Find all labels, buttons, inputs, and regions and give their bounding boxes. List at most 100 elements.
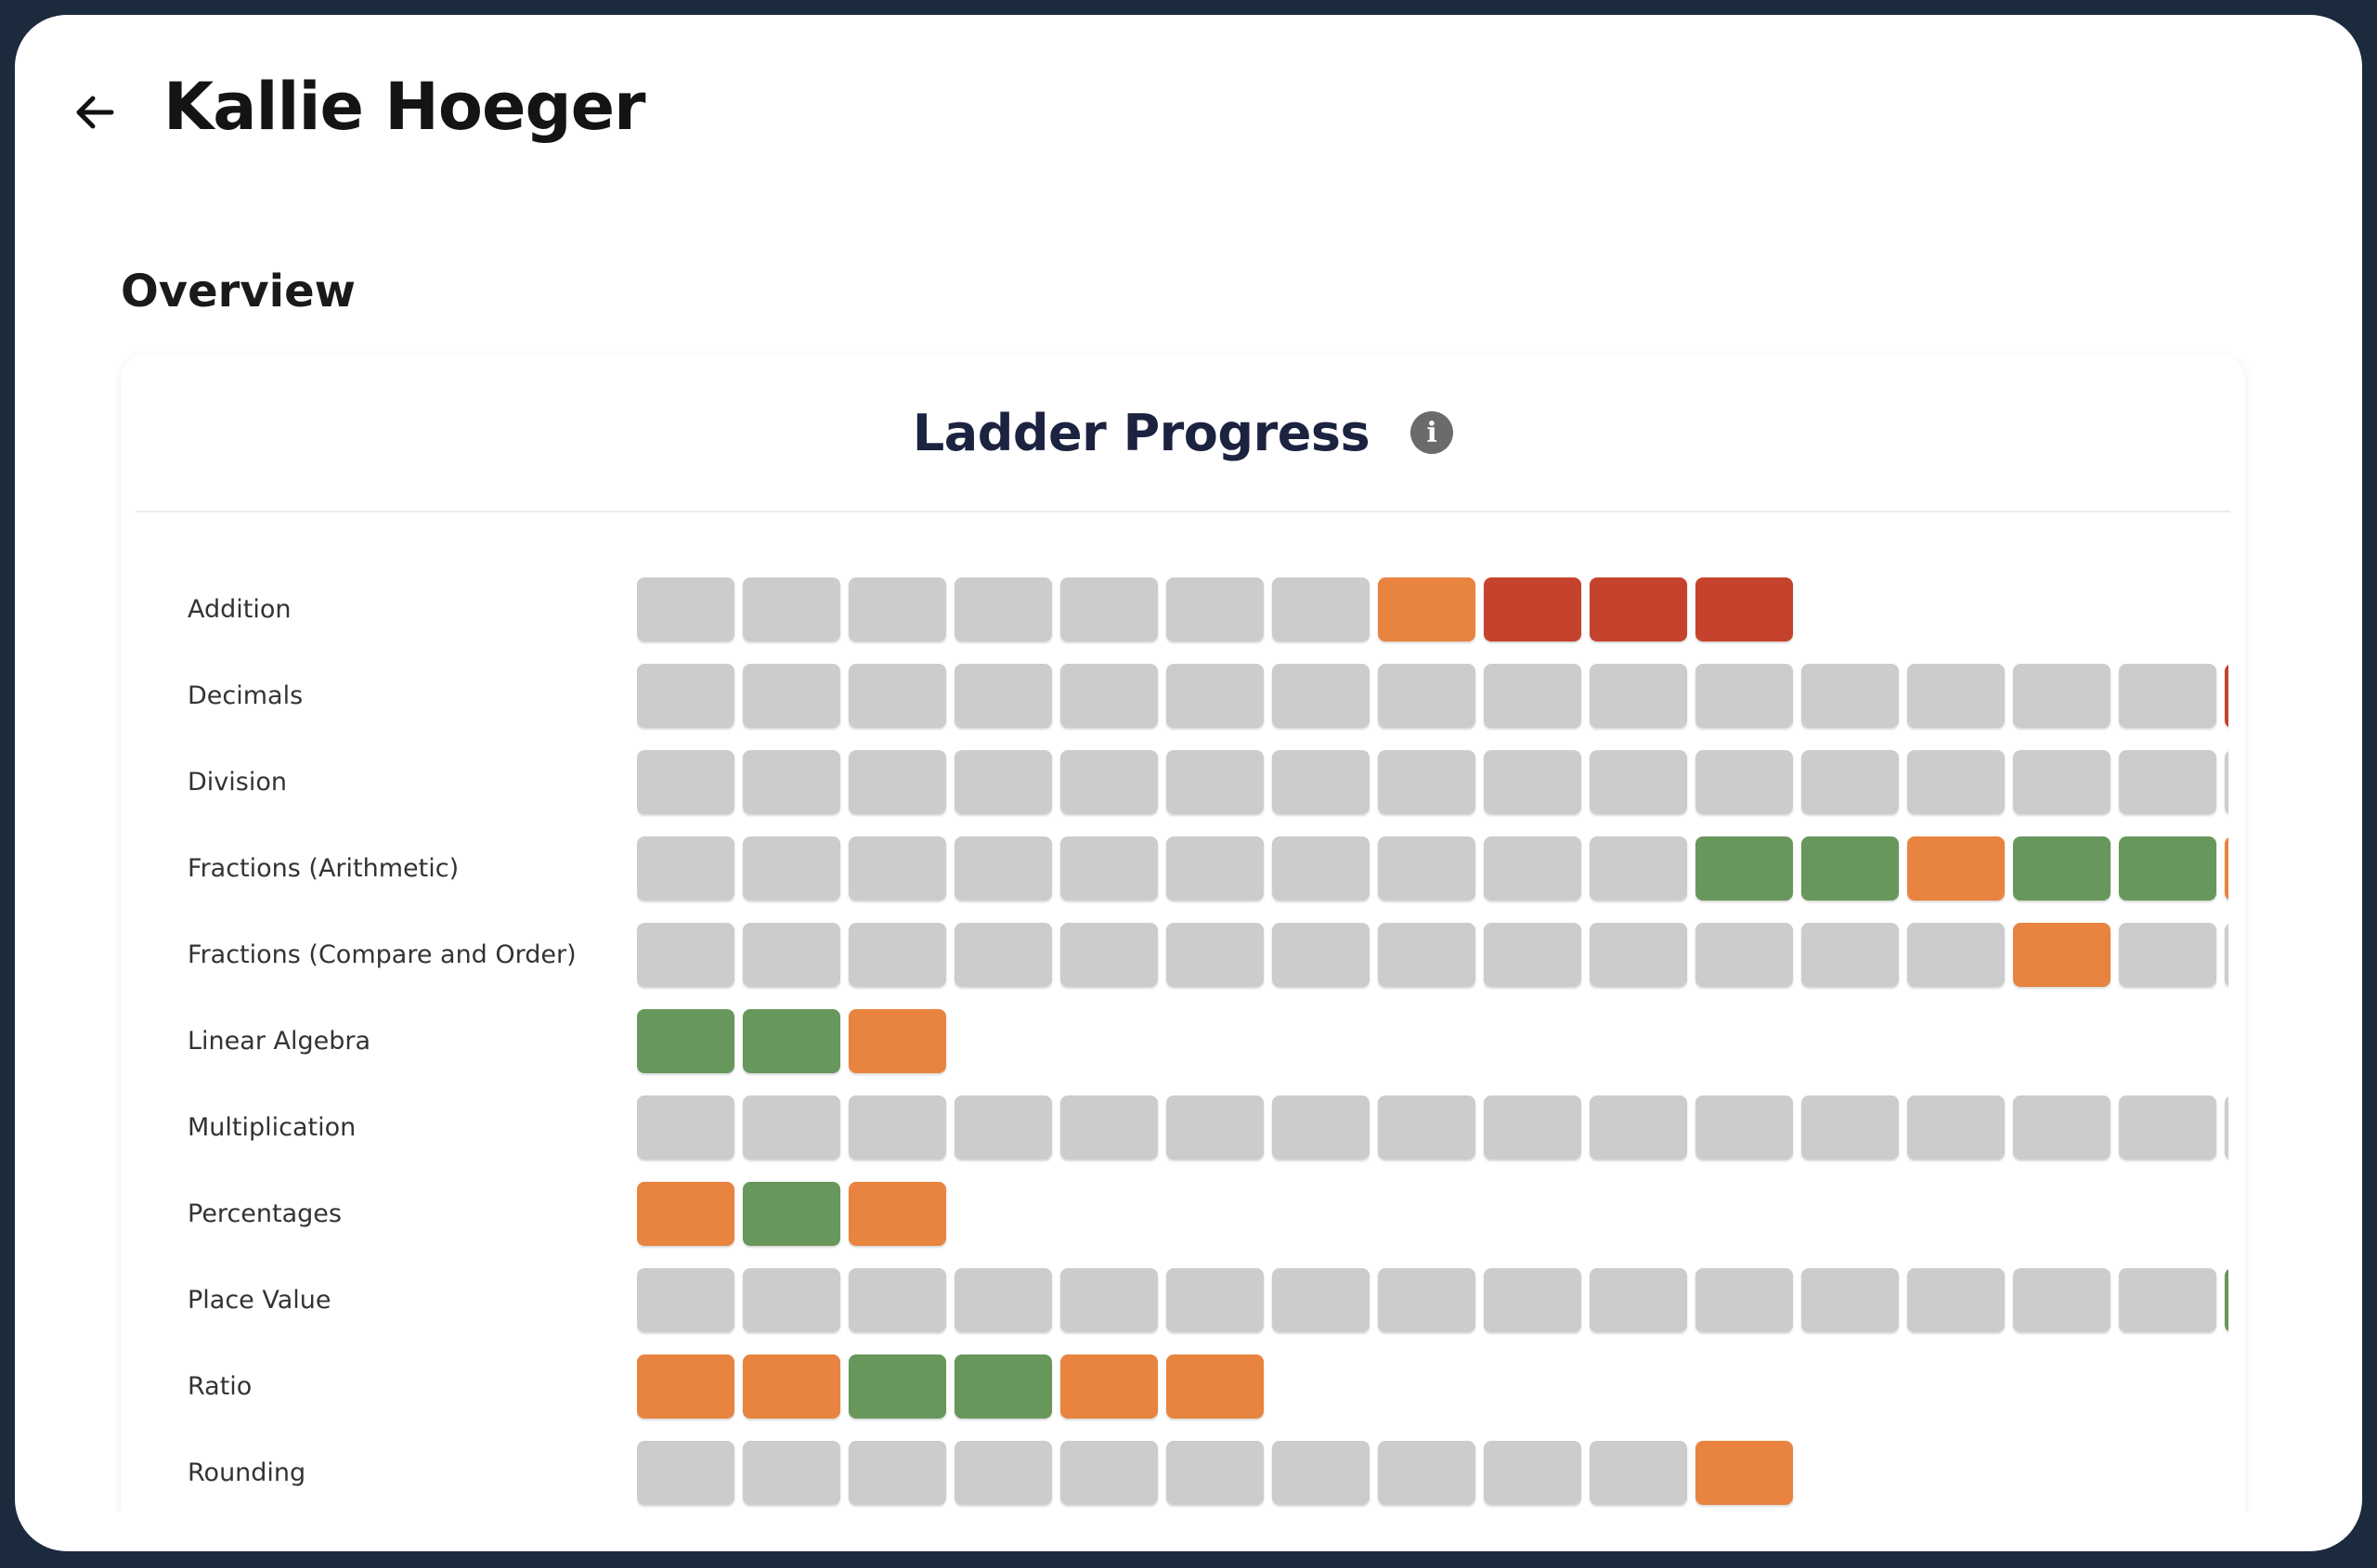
ladder-step-not-attempted[interactable] bbox=[1272, 1441, 1370, 1505]
ladder-step-not-attempted[interactable] bbox=[1272, 836, 1370, 901]
ladder-step-not-attempted[interactable] bbox=[1484, 664, 1581, 728]
ladder-step-not-attempted[interactable] bbox=[1272, 1095, 1370, 1160]
ladder-step-not-attempted[interactable] bbox=[1484, 1441, 1581, 1505]
ladder-step-not-attempted[interactable] bbox=[1272, 1268, 1370, 1332]
ladder-step-not-attempted[interactable] bbox=[955, 923, 1052, 987]
ladder-step-not-attempted[interactable] bbox=[743, 1268, 840, 1332]
ladder-step-struggling[interactable] bbox=[2225, 664, 2228, 728]
ladder-step-not-attempted[interactable] bbox=[2013, 1095, 2111, 1160]
ladder-step-not-attempted[interactable] bbox=[2225, 1095, 2228, 1160]
ladder-step-not-attempted[interactable] bbox=[1166, 664, 1264, 728]
ladder-step-not-attempted[interactable] bbox=[743, 750, 840, 814]
ladder-step-not-attempted[interactable] bbox=[743, 1095, 840, 1160]
ladder-step-not-attempted[interactable] bbox=[1695, 1268, 1793, 1332]
ladder-step-not-attempted[interactable] bbox=[743, 836, 840, 901]
ladder-step-struggling[interactable] bbox=[1590, 577, 1687, 641]
ladder-step-not-attempted[interactable] bbox=[1060, 577, 1158, 641]
info-icon[interactable]: i bbox=[1410, 411, 1454, 454]
ladder-step-not-attempted[interactable] bbox=[1166, 1268, 1264, 1332]
ladder-step-not-attempted[interactable] bbox=[1590, 1441, 1687, 1505]
ladder-step-not-attempted[interactable] bbox=[1907, 1268, 2005, 1332]
ladder-step-not-attempted[interactable] bbox=[1378, 750, 1475, 814]
ladder-step-not-attempted[interactable] bbox=[955, 1441, 1052, 1505]
ladder-step-mastered[interactable] bbox=[955, 1354, 1052, 1419]
ladder-step-mastered[interactable] bbox=[637, 1009, 734, 1073]
ladder-step-not-attempted[interactable] bbox=[1378, 1095, 1475, 1160]
ladder-step-not-attempted[interactable] bbox=[1272, 923, 1370, 987]
ladder-step-not-attempted[interactable] bbox=[2119, 1268, 2216, 1332]
ladder-step-not-attempted[interactable] bbox=[1590, 923, 1687, 987]
ladder-step-in-progress[interactable] bbox=[1060, 1354, 1158, 1419]
ladder-step-struggling[interactable] bbox=[1695, 577, 1793, 641]
ladder-step-not-attempted[interactable] bbox=[743, 923, 840, 987]
ladder-step-not-attempted[interactable] bbox=[1378, 836, 1475, 901]
ladder-step-not-attempted[interactable] bbox=[2013, 1268, 2111, 1332]
ladder-step-not-attempted[interactable] bbox=[1272, 664, 1370, 728]
ladder-step-not-attempted[interactable] bbox=[955, 577, 1052, 641]
ladder-step-in-progress[interactable] bbox=[1378, 577, 1475, 641]
ladder-step-mastered[interactable] bbox=[1801, 836, 1899, 901]
ladder-step-mastered[interactable] bbox=[2225, 1268, 2228, 1332]
ladder-step-not-attempted[interactable] bbox=[2225, 750, 2228, 814]
ladder-step-not-attempted[interactable] bbox=[2013, 750, 2111, 814]
ladder-step-not-attempted[interactable] bbox=[637, 923, 734, 987]
ladder-step-not-attempted[interactable] bbox=[1484, 836, 1581, 901]
ladder-step-mastered[interactable] bbox=[743, 1182, 840, 1246]
ladder-step-not-attempted[interactable] bbox=[955, 836, 1052, 901]
ladder-step-in-progress[interactable] bbox=[849, 1182, 946, 1246]
ladder-step-mastered[interactable] bbox=[2119, 836, 2216, 901]
ladder-step-not-attempted[interactable] bbox=[1907, 664, 2005, 728]
ladder-step-not-attempted[interactable] bbox=[1484, 1268, 1581, 1332]
ladder-step-in-progress[interactable] bbox=[1695, 1441, 1793, 1505]
ladder-step-not-attempted[interactable] bbox=[1378, 1441, 1475, 1505]
ladder-step-in-progress[interactable] bbox=[1907, 836, 2005, 901]
ladder-step-not-attempted[interactable] bbox=[849, 1268, 946, 1332]
ladder-step-in-progress[interactable] bbox=[849, 1009, 946, 1073]
ladder-step-not-attempted[interactable] bbox=[1060, 664, 1158, 728]
ladder-step-not-attempted[interactable] bbox=[743, 1441, 840, 1505]
ladder-step-not-attempted[interactable] bbox=[1060, 923, 1158, 987]
ladder-step-not-attempted[interactable] bbox=[1695, 1095, 1793, 1160]
ladder-step-not-attempted[interactable] bbox=[1907, 1095, 2005, 1160]
ladder-step-not-attempted[interactable] bbox=[849, 836, 946, 901]
ladder-step-not-attempted[interactable] bbox=[1166, 923, 1264, 987]
ladder-step-in-progress[interactable] bbox=[637, 1354, 734, 1419]
ladder-step-not-attempted[interactable] bbox=[637, 1095, 734, 1160]
ladder-step-mastered[interactable] bbox=[2013, 836, 2111, 901]
ladder-step-not-attempted[interactable] bbox=[637, 577, 734, 641]
ladder-step-not-attempted[interactable] bbox=[1060, 1441, 1158, 1505]
ladder-step-struggling[interactable] bbox=[1484, 577, 1581, 641]
ladder-step-not-attempted[interactable] bbox=[1166, 1095, 1264, 1160]
ladder-step-not-attempted[interactable] bbox=[1590, 1268, 1687, 1332]
ladder-step-not-attempted[interactable] bbox=[637, 750, 734, 814]
ladder-step-not-attempted[interactable] bbox=[1378, 664, 1475, 728]
ladder-step-not-attempted[interactable] bbox=[1166, 750, 1264, 814]
ladder-step-in-progress[interactable] bbox=[2225, 836, 2228, 901]
ladder-step-not-attempted[interactable] bbox=[637, 1268, 734, 1332]
ladder-step-in-progress[interactable] bbox=[1166, 1354, 1264, 1419]
ladder-step-not-attempted[interactable] bbox=[1801, 1268, 1899, 1332]
ladder-step-not-attempted[interactable] bbox=[955, 1268, 1052, 1332]
ladder-step-not-attempted[interactable] bbox=[849, 664, 946, 728]
ladder-step-not-attempted[interactable] bbox=[1695, 750, 1793, 814]
ladder-step-not-attempted[interactable] bbox=[2119, 1095, 2216, 1160]
ladder-step-not-attempted[interactable] bbox=[743, 664, 840, 728]
ladder-step-not-attempted[interactable] bbox=[1801, 750, 1899, 814]
ladder-step-not-attempted[interactable] bbox=[1695, 923, 1793, 987]
ladder-step-not-attempted[interactable] bbox=[743, 577, 840, 641]
ladder-step-not-attempted[interactable] bbox=[849, 1441, 946, 1505]
ladder-step-not-attempted[interactable] bbox=[2119, 664, 2216, 728]
ladder-step-not-attempted[interactable] bbox=[2119, 923, 2216, 987]
ladder-step-not-attempted[interactable] bbox=[1378, 923, 1475, 987]
ladder-step-not-attempted[interactable] bbox=[849, 577, 946, 641]
ladder-step-not-attempted[interactable] bbox=[849, 923, 946, 987]
ladder-step-not-attempted[interactable] bbox=[1484, 1095, 1581, 1160]
ladder-step-not-attempted[interactable] bbox=[1060, 1095, 1158, 1160]
ladder-step-not-attempted[interactable] bbox=[1695, 664, 1793, 728]
ladder-step-not-attempted[interactable] bbox=[955, 750, 1052, 814]
ladder-step-not-attempted[interactable] bbox=[637, 836, 734, 901]
ladder-step-in-progress[interactable] bbox=[2013, 923, 2111, 987]
ladder-step-not-attempted[interactable] bbox=[1166, 1441, 1264, 1505]
ladder-step-in-progress[interactable] bbox=[637, 1182, 734, 1246]
ladder-step-not-attempted[interactable] bbox=[1801, 923, 1899, 987]
